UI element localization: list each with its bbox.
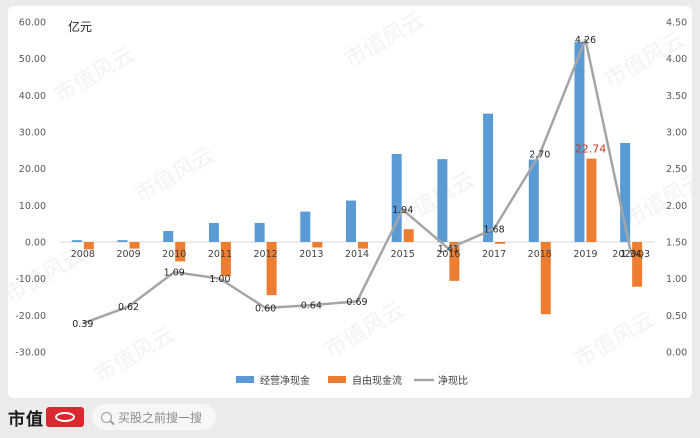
bar-free-cash-flow	[266, 242, 277, 296]
line-data-label: 1.94	[392, 205, 413, 216]
bar-operating-cash	[346, 200, 356, 242]
line-data-label: 0.69	[346, 297, 367, 308]
bar-operating-cash	[528, 159, 539, 242]
bar-free-cash-flow	[83, 242, 94, 250]
left-axis-tick-label: 10.00	[19, 201, 46, 212]
category-label: 2015	[391, 249, 415, 260]
left-axis-tick-label: -20.00	[15, 311, 46, 322]
left-axis-tick-label: 60.00	[19, 18, 46, 29]
line-data-label: 2.70	[529, 150, 550, 161]
bar-free-cash-flow	[586, 158, 597, 242]
category-label: 2012	[254, 249, 278, 260]
bar-free-cash-flow	[129, 242, 140, 249]
watermark-text: 市值风云	[570, 308, 659, 374]
line-data-label: 0.62	[118, 302, 139, 313]
category-label: 2013	[299, 249, 323, 260]
right-axis-tick-label: 4.50	[666, 18, 687, 29]
bar-operating-cash	[300, 211, 311, 242]
bar-data-label: 22.74	[575, 143, 607, 156]
line-data-label: 0.64	[301, 301, 322, 312]
category-label: 2019	[573, 249, 597, 260]
category-label: 2017	[482, 249, 506, 260]
line-data-label: 4.26	[575, 35, 596, 46]
right-axis-tick-label: 2.00	[666, 201, 687, 212]
right-axis-tick-label: 1.50	[666, 238, 687, 249]
category-label: 2010	[162, 249, 186, 260]
bar-operating-cash	[71, 240, 82, 242]
category-label: 2016	[436, 249, 460, 260]
search-placeholder: 买股之前搜一搜	[118, 410, 203, 425]
right-axis-tick-label: 0.00	[666, 348, 687, 359]
line-data-label: 0.60	[255, 304, 276, 315]
bar-operating-cash	[483, 113, 494, 243]
bar-free-cash-flow	[449, 242, 460, 281]
category-label: 2008	[71, 249, 95, 260]
brand-mark-icon	[46, 407, 84, 427]
bar-free-cash-flow	[358, 242, 368, 249]
bar-free-cash-flow	[220, 242, 231, 277]
footer-bar: 市值 买股之前搜一搜	[0, 398, 700, 438]
right-axis-tick-label: 0.50	[666, 311, 687, 322]
bar-operating-cash	[574, 42, 585, 242]
left-axis-tick-label: 40.00	[19, 91, 46, 102]
line-data-label: 1.41	[438, 244, 459, 255]
brand-name: 市值	[8, 409, 44, 430]
watermark-text: 市值风云	[50, 43, 139, 109]
left-axis-tick-label: -10.00	[15, 274, 46, 285]
bar-free-cash-flow	[175, 242, 186, 262]
legend-label: 净现比	[438, 374, 468, 387]
legend-label: 自由现金流	[352, 374, 402, 387]
search-icon	[101, 411, 112, 423]
bar-free-cash-flow	[403, 229, 414, 242]
watermark-text: 市值风云	[340, 8, 429, 74]
bar-operating-cash	[391, 154, 402, 242]
left-axis-tick-label: 50.00	[19, 54, 46, 65]
line-data-label: 1.34	[621, 249, 642, 260]
category-label: 2009	[116, 249, 140, 260]
category-label: 2011	[208, 249, 232, 260]
legend-swatch	[328, 376, 346, 383]
line-data-label: 1.68	[483, 224, 504, 235]
left-axis-tick-label: 0.00	[25, 238, 46, 249]
category-label: 2014	[345, 249, 369, 260]
bar-operating-cash	[437, 159, 448, 242]
right-axis-tick-label: 3.50	[666, 91, 687, 102]
line-data-label: 1.00	[209, 274, 230, 285]
legend-label: 经营净现金	[260, 374, 310, 387]
unit-label: 亿元	[68, 19, 92, 34]
bar-free-cash-flow	[632, 242, 643, 287]
right-axis-tick-label: 3.00	[666, 128, 687, 139]
bar-operating-cash	[163, 231, 174, 242]
left-axis-tick-label: -30.00	[15, 348, 46, 359]
bar-free-cash-flow	[495, 242, 506, 244]
bar-operating-cash	[117, 240, 128, 242]
left-axis-tick-label: 30.00	[19, 128, 46, 139]
watermark-text: 市值风云	[90, 323, 179, 389]
right-axis-tick-label: 1.00	[666, 274, 687, 285]
legend-swatch	[236, 376, 254, 383]
bar-operating-cash	[620, 143, 631, 242]
bar-operating-cash	[208, 222, 219, 242]
bar-free-cash-flow	[540, 242, 551, 315]
watermark-text: 市值风云	[130, 143, 219, 209]
bar-free-cash-flow	[312, 242, 323, 248]
bar-operating-cash	[254, 222, 265, 242]
line-data-label: 0.39	[72, 319, 93, 330]
line-data-label: 1.09	[164, 268, 185, 279]
watermark-text: 市值风云	[390, 168, 479, 234]
right-axis-tick-label: 2.50	[666, 164, 687, 175]
left-axis-tick-label: 20.00	[19, 164, 46, 175]
category-label: 2018	[528, 249, 552, 260]
category-label: 2020Q3	[612, 249, 650, 260]
line-net-cash-ratio	[82, 38, 633, 325]
right-axis-tick-label: 4.00	[666, 54, 687, 65]
brand-logo[interactable]: 市值	[8, 406, 84, 430]
chart-card: 市值风云 市值风云 市值风云 市值风云 市值风云 市值风云 市值风云 市值风云 市值风云 市值风云…	[8, 6, 692, 398]
search-box[interactable]: 买股之前搜一搜	[92, 404, 216, 430]
